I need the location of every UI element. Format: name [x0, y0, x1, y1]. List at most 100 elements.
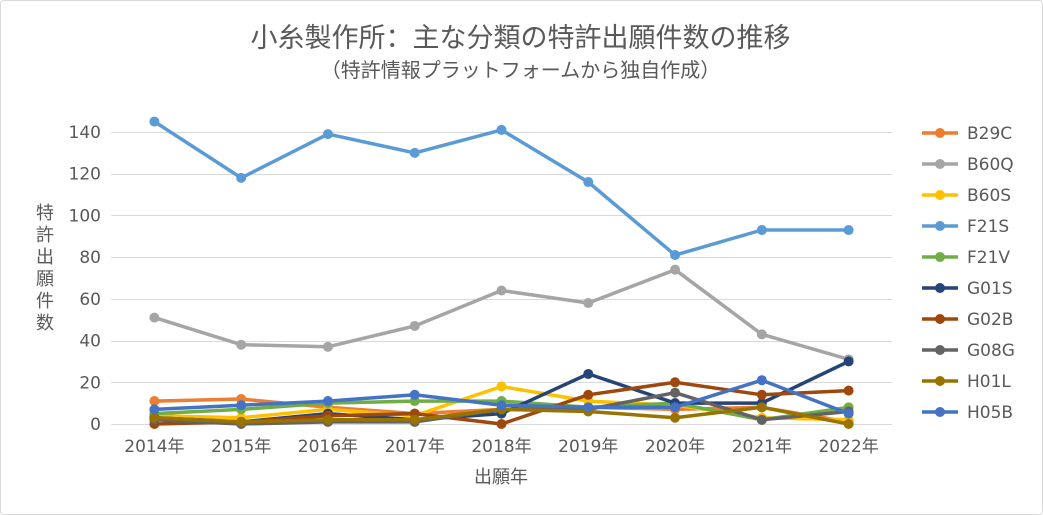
- data-point-h01l-2: [322, 414, 333, 425]
- x-tick-label: 2018年: [471, 437, 531, 457]
- legend-label-g02b: G02B: [967, 310, 1013, 330]
- x-tick-label: 2022年: [818, 437, 878, 457]
- x-axis-ticks: 2014年 2015年 2016年 2017年 2018年 2019年 2020年 2021年…: [124, 437, 878, 457]
- data-point-h01l-0: [149, 412, 160, 423]
- data-point-h01l-1: [236, 416, 247, 427]
- y-tick-label: 60: [79, 290, 101, 310]
- data-point-h01l-8: [843, 419, 854, 429]
- x-tick-label: 2020年: [645, 437, 705, 457]
- y-tick-label: 120: [69, 165, 101, 185]
- legend-marker-h05b: [935, 407, 945, 417]
- series-line-b60q: [152, 267, 851, 362]
- x-tick-label: 2015年: [211, 437, 271, 457]
- legend-item-b60q: B60Q: [922, 155, 1014, 175]
- legend: B29C B60Q B60S F21S F21V G01S G02B G08G H01L H05B: [922, 124, 1015, 423]
- x-tick-label: 2016年: [298, 437, 358, 457]
- data-point-g01s-5: [583, 368, 594, 379]
- data-point-f21s-3: [409, 147, 420, 158]
- data-point-b60q-5: [583, 298, 594, 309]
- data-point-f21s-6: [670, 250, 681, 261]
- legend-item-h05b: H05B: [922, 403, 1013, 423]
- data-point-b60q-3: [409, 320, 420, 331]
- data-point-b60q-2: [322, 341, 333, 352]
- data-point-b60q-4: [496, 285, 507, 296]
- data-point-h05b-8: [843, 408, 854, 419]
- legend-label-f21s: F21S: [967, 217, 1009, 237]
- data-point-b60q-0: [149, 312, 160, 323]
- legend-item-g01s: G01S: [922, 279, 1013, 299]
- y-axis-ticks: 0 20 40 60 80 100 120 140: [69, 123, 101, 435]
- data-point-h01l-7: [756, 402, 767, 413]
- legend-marker-b60s: [935, 190, 945, 200]
- legend-marker-g01s: [935, 283, 945, 293]
- data-point-h01l-6: [670, 412, 681, 423]
- data-point-b29c-0: [149, 396, 160, 407]
- data-point-h05b-5: [583, 402, 594, 413]
- data-point-h05b-4: [496, 400, 507, 411]
- data-point-h05b-3: [409, 389, 420, 400]
- data-point-h05b-7: [756, 375, 767, 386]
- data-point-h05b-0: [149, 404, 160, 415]
- data-point-g08g-7: [756, 414, 767, 425]
- data-point-h05b-2: [322, 396, 333, 407]
- data-point-b60q-1: [236, 339, 247, 350]
- data-point-g02b-6: [670, 377, 681, 388]
- data-point-g02b-4: [496, 419, 507, 429]
- legend-item-g08g: G08G: [922, 341, 1015, 361]
- data-point-g02b-7: [756, 389, 767, 400]
- legend-label-b60s: B60S: [967, 186, 1011, 206]
- legend-label-h01l: H01L: [967, 372, 1011, 392]
- data-point-f21s-0: [149, 116, 160, 127]
- legend-item-b60s: B60S: [922, 186, 1011, 206]
- legend-label-b60q: B60Q: [967, 155, 1014, 175]
- legend-marker-f21s: [935, 221, 945, 231]
- legend-label-f21v: F21V: [967, 248, 1010, 268]
- data-point-h05b-1: [236, 400, 247, 411]
- legend-marker-g08g: [935, 345, 945, 355]
- y-tick-label: 80: [79, 248, 101, 268]
- legend-item-g02b: G02B: [922, 310, 1013, 330]
- legend-item-f21v: F21V: [922, 248, 1010, 268]
- y-tick-label: 140: [69, 123, 101, 143]
- data-point-h01l-3: [409, 414, 420, 425]
- data-point-b60q-7: [756, 329, 767, 340]
- data-point-f21s-7: [756, 225, 767, 236]
- x-tick-label: 2014年: [124, 437, 184, 457]
- data-point-g02b-8: [843, 385, 854, 396]
- legend-label-h05b: H05B: [967, 403, 1013, 423]
- x-axis-label: 出願年: [474, 467, 528, 488]
- x-tick-label: 2021年: [732, 437, 792, 457]
- x-tick-label: 2019年: [558, 437, 618, 457]
- data-point-g08g-6: [670, 387, 681, 398]
- series-group: [149, 116, 854, 429]
- legend-marker-f21v: [935, 252, 945, 262]
- data-point-b60s-4: [496, 381, 507, 392]
- legend-item-f21s: F21S: [922, 217, 1009, 237]
- series-b60q: [149, 264, 854, 365]
- data-point-h05b-6: [670, 402, 681, 413]
- x-tick-label: 2017年: [385, 437, 445, 457]
- data-point-f21s-1: [236, 172, 247, 183]
- data-point-g02b-5: [583, 389, 594, 400]
- y-tick-label: 40: [79, 332, 101, 352]
- legend-label-g01s: G01S: [967, 279, 1013, 299]
- data-point-f21s-2: [322, 129, 333, 140]
- series-line-f21s: [152, 119, 851, 257]
- y-axis-label: 特許出願件数: [33, 203, 54, 335]
- legend-label-b29c: B29C: [967, 124, 1012, 144]
- legend-marker-b60q: [935, 159, 945, 169]
- data-point-f21s-8: [843, 225, 854, 236]
- legend-marker-h01l: [935, 376, 945, 386]
- legend-marker-g02b: [935, 314, 945, 324]
- legend-marker-b29c: [935, 128, 945, 138]
- y-tick-label: 0: [90, 415, 101, 435]
- legend-label-g08g: G08G: [967, 341, 1015, 361]
- chart-title: 小糸製作所：主な分類の特許出願件数の推移: [250, 23, 791, 54]
- series-h05b: [149, 375, 854, 419]
- data-point-b60q-6: [670, 264, 681, 275]
- y-tick-label: 20: [79, 373, 101, 393]
- gridlines: [111, 132, 892, 425]
- chart-subtitle: （特許情報プラットフォームから独自作成）: [320, 58, 721, 82]
